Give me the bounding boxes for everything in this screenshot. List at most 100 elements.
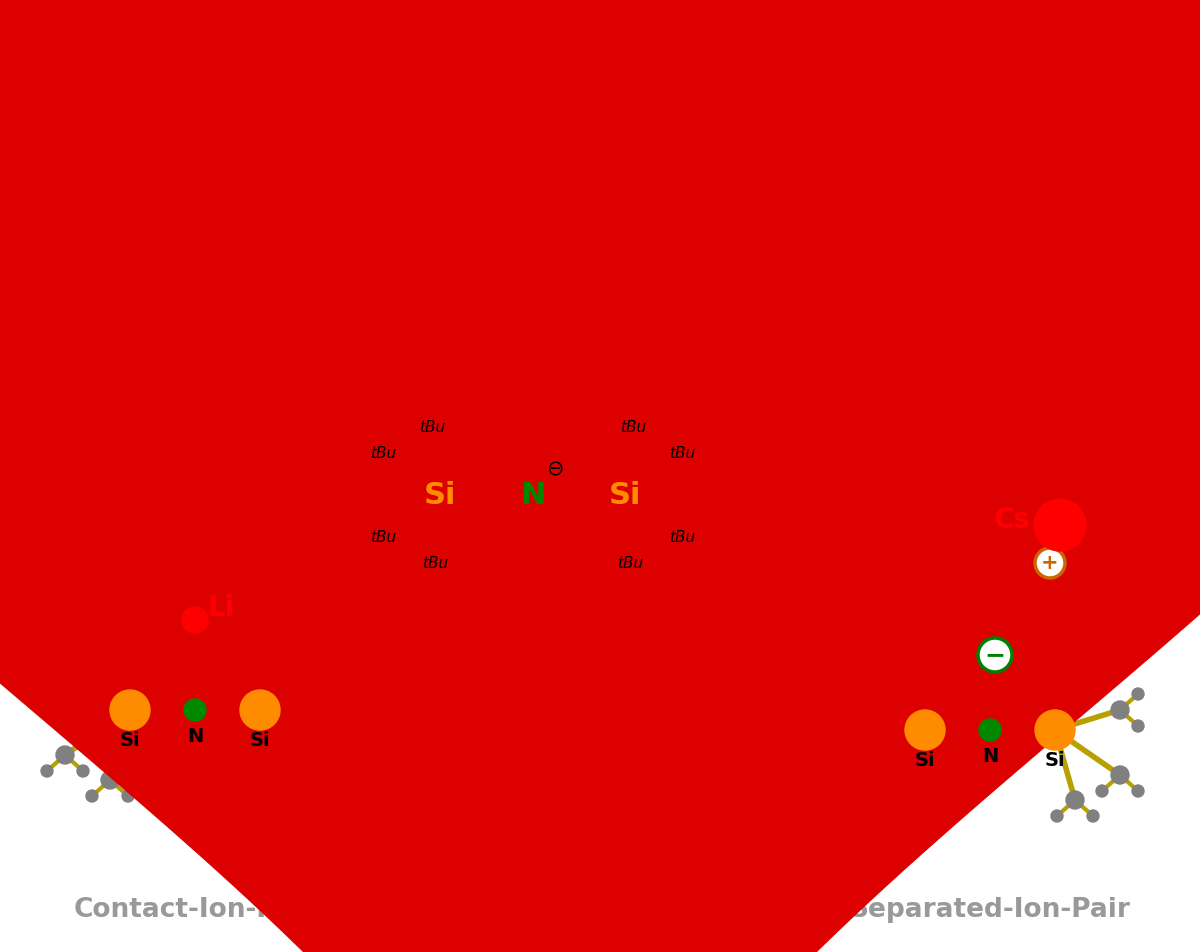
Circle shape	[276, 628, 288, 640]
Circle shape	[911, 638, 923, 650]
Circle shape	[1132, 720, 1144, 732]
Text: Cs: Cs	[994, 506, 1031, 534]
Circle shape	[316, 681, 334, 699]
Circle shape	[876, 661, 894, 679]
Text: We: We	[492, 45, 628, 121]
Circle shape	[905, 710, 946, 750]
Circle shape	[1034, 710, 1075, 750]
Circle shape	[41, 700, 53, 712]
Circle shape	[41, 765, 53, 777]
Circle shape	[1096, 785, 1108, 797]
Circle shape	[979, 719, 1001, 741]
Circle shape	[77, 765, 89, 777]
Text: tBu: tBu	[370, 446, 396, 461]
Circle shape	[110, 690, 150, 730]
Circle shape	[1086, 661, 1104, 679]
Circle shape	[1034, 499, 1086, 551]
Circle shape	[1057, 638, 1069, 650]
Circle shape	[1066, 791, 1084, 809]
Circle shape	[226, 618, 238, 630]
Text: Li: Li	[208, 594, 235, 622]
Text: ⊖: ⊖	[546, 459, 564, 479]
Circle shape	[131, 631, 149, 649]
Circle shape	[851, 701, 869, 719]
Text: +: +	[1042, 553, 1058, 573]
Circle shape	[836, 720, 848, 732]
Text: Separated-Ion-Pair: Separated-Ion-Pair	[850, 897, 1130, 923]
Text: Si: Si	[914, 750, 935, 769]
Text: N: N	[521, 481, 546, 509]
Circle shape	[312, 628, 324, 640]
Circle shape	[917, 810, 929, 822]
Text: Contact-Ion-Pair: Contact-Ion-Pair	[74, 897, 316, 923]
Circle shape	[56, 681, 74, 699]
Text: N: N	[850, 211, 870, 235]
Circle shape	[926, 651, 944, 669]
Text: tBu: tBu	[668, 446, 695, 461]
Circle shape	[240, 690, 280, 730]
Circle shape	[256, 790, 268, 802]
Text: coordinating: coordinating	[451, 774, 709, 808]
Circle shape	[1111, 701, 1129, 719]
Circle shape	[1132, 785, 1144, 797]
Text: anion?: anion?	[514, 826, 647, 860]
Circle shape	[947, 638, 959, 650]
Circle shape	[86, 790, 98, 802]
Text: tBu: tBu	[419, 420, 445, 434]
Circle shape	[102, 628, 114, 640]
Text: −: −	[186, 200, 204, 220]
Circle shape	[66, 628, 78, 640]
Circle shape	[301, 765, 313, 777]
Text: Si: Si	[424, 481, 456, 509]
Circle shape	[116, 618, 128, 630]
Circle shape	[862, 648, 874, 660]
Circle shape	[1036, 651, 1054, 669]
Circle shape	[337, 765, 349, 777]
Circle shape	[836, 785, 848, 797]
Circle shape	[292, 641, 310, 659]
Text: tBu: tBu	[620, 420, 646, 434]
Text: halogen-free: halogen-free	[450, 670, 710, 704]
Circle shape	[182, 607, 208, 633]
Text: tBu: tBu	[668, 529, 695, 545]
FancyBboxPatch shape	[314, 390, 750, 640]
Circle shape	[152, 618, 164, 630]
Circle shape	[292, 790, 304, 802]
Circle shape	[896, 791, 914, 809]
Circle shape	[241, 631, 259, 649]
Text: BIG: BIG	[167, 345, 208, 365]
Text: tBu: tBu	[780, 306, 810, 324]
Circle shape	[316, 746, 334, 764]
Circle shape	[1087, 810, 1099, 822]
Text: tBu: tBu	[370, 529, 396, 545]
Circle shape	[898, 648, 910, 660]
Text: −: −	[984, 643, 1006, 667]
Circle shape	[978, 638, 1012, 672]
Circle shape	[1021, 638, 1033, 650]
Circle shape	[881, 810, 893, 822]
Text: weakly: weakly	[509, 722, 652, 756]
Text: Cp: Cp	[125, 360, 178, 394]
Circle shape	[122, 790, 134, 802]
Circle shape	[337, 700, 349, 712]
Text: Si: Si	[250, 730, 270, 749]
Circle shape	[1072, 648, 1084, 660]
Circle shape	[1051, 810, 1063, 822]
Circle shape	[184, 699, 206, 721]
Text: Si: Si	[608, 481, 641, 509]
Circle shape	[851, 766, 869, 784]
Circle shape	[872, 785, 884, 797]
Text: Si: Si	[1045, 750, 1066, 769]
Text: N: N	[982, 746, 998, 765]
Text: tBu: tBu	[617, 556, 643, 570]
Text: N: N	[187, 726, 203, 745]
Text: BIG: BIG	[468, 290, 653, 382]
Circle shape	[82, 641, 98, 659]
Circle shape	[271, 771, 289, 789]
Circle shape	[1132, 688, 1144, 700]
Circle shape	[337, 668, 349, 680]
Text: Si: Si	[120, 730, 140, 749]
Circle shape	[1111, 766, 1129, 784]
Text: tBu: tBu	[1030, 306, 1061, 324]
Circle shape	[41, 668, 53, 680]
